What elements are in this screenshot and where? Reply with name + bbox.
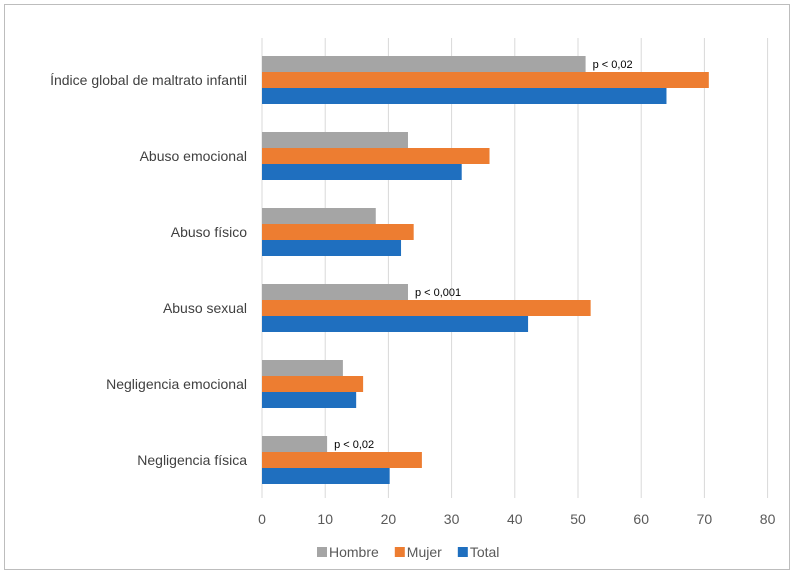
bars <box>262 56 709 484</box>
legend-label: Mujer <box>407 544 442 560</box>
x-tick-label: 20 <box>381 511 397 527</box>
bar-mujer <box>262 224 414 240</box>
x-tick-label: 10 <box>317 511 333 527</box>
category-label: Abuso emocional <box>140 148 247 164</box>
bar-hombre <box>262 284 408 300</box>
x-tick-label: 0 <box>258 511 266 527</box>
bar-total <box>262 392 357 408</box>
category-label: Abuso sexual <box>163 300 247 316</box>
x-tick-label: 70 <box>697 511 713 527</box>
bar-hombre <box>262 208 376 224</box>
category-label: Negligencia emocional <box>106 376 247 392</box>
bar-mujer <box>262 300 591 316</box>
bar-total <box>262 316 529 332</box>
bar-hombre <box>262 56 586 72</box>
gridlines <box>261 38 769 498</box>
x-tick-label: 50 <box>570 511 586 527</box>
annotations: p < 0,02 p < 0,001 p < 0,02 <box>334 59 633 451</box>
bar-total <box>262 164 462 180</box>
bar-total <box>262 88 667 104</box>
x-tick-label: 40 <box>507 511 523 527</box>
category-labels: Índice global de maltrato infantil Abuso … <box>50 72 247 468</box>
category-label: Índice global de maltrato infantil <box>50 72 247 88</box>
legend: Hombre Mujer Total <box>317 544 499 560</box>
significance-annotation: p < 0,001 <box>415 287 461 299</box>
category-label: Abuso físico <box>171 224 247 240</box>
bar-total <box>262 468 390 484</box>
significance-annotation: p < 0,02 <box>334 439 374 451</box>
tick-labels: 0 10 20 30 40 50 60 70 80 <box>258 511 775 527</box>
bar-total <box>262 240 402 256</box>
bar-mujer <box>262 452 422 468</box>
legend-swatch <box>317 547 327 557</box>
bar-hombre <box>262 436 328 452</box>
legend-label: Hombre <box>329 544 379 560</box>
x-tick-label: 30 <box>444 511 460 527</box>
legend-label: Total <box>470 544 500 560</box>
bar-hombre <box>262 132 408 148</box>
x-tick-label: 80 <box>760 511 776 527</box>
x-tick-label: 60 <box>633 511 649 527</box>
bar-mujer <box>262 148 490 164</box>
legend-swatch <box>394 547 405 557</box>
bar-mujer <box>262 376 364 392</box>
category-label: Negligencia física <box>137 452 247 468</box>
bar-mujer <box>262 72 709 88</box>
legend-swatch <box>457 547 468 557</box>
significance-annotation: p < 0,02 <box>593 59 633 71</box>
bar-hombre <box>262 360 343 376</box>
